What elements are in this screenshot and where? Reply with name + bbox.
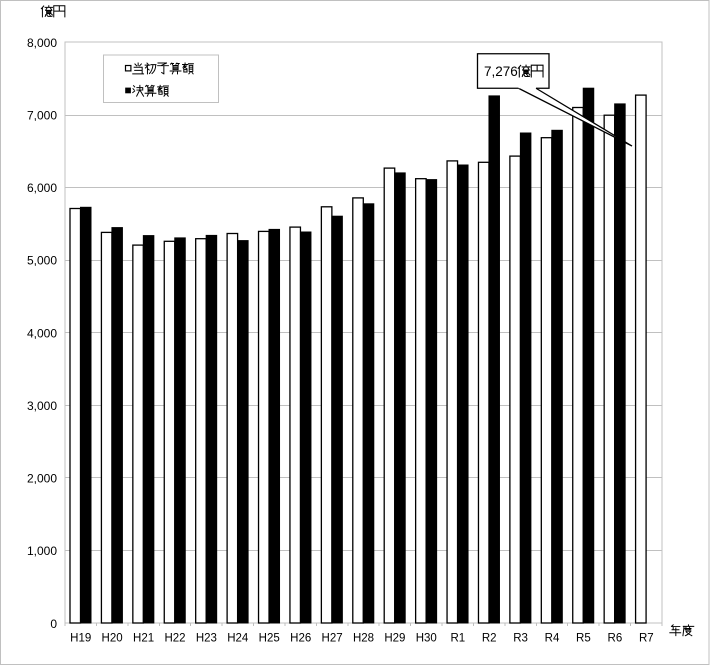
svg-text:H20: H20 (102, 633, 123, 645)
svg-text:H25: H25 (259, 633, 280, 645)
svg-text:R4: R4 (545, 633, 560, 645)
svg-text:8,000: 8,000 (27, 36, 57, 50)
svg-text:7,000: 7,000 (27, 108, 57, 122)
svg-text:H26: H26 (290, 633, 311, 645)
svg-text:R7: R7 (639, 633, 654, 645)
svg-text:R2: R2 (482, 633, 497, 645)
svg-text:H23: H23 (196, 633, 217, 645)
svg-text:3,000: 3,000 (27, 399, 57, 413)
svg-text:H28: H28 (353, 633, 374, 645)
svg-text:R5: R5 (576, 633, 591, 645)
svg-text:5,000: 5,000 (27, 254, 57, 268)
svg-text:H22: H22 (164, 633, 185, 645)
svg-text:R6: R6 (608, 633, 623, 645)
svg-text:0: 0 (50, 617, 57, 631)
svg-text:H19: H19 (70, 633, 91, 645)
svg-text:4,000: 4,000 (27, 326, 57, 340)
svg-text:H21: H21 (133, 633, 154, 645)
svg-text:H24: H24 (227, 633, 249, 645)
svg-text:R3: R3 (513, 633, 528, 645)
svg-text:H27: H27 (322, 633, 343, 645)
svg-text:H30: H30 (416, 633, 437, 645)
svg-text:R1: R1 (450, 633, 465, 645)
svg-text:H29: H29 (384, 633, 405, 645)
svg-text:1,000: 1,000 (27, 544, 57, 558)
svg-text:6,000: 6,000 (27, 181, 57, 195)
svg-text:7,276: 7,276 (484, 64, 518, 79)
svg-text:2,000: 2,000 (27, 472, 57, 486)
